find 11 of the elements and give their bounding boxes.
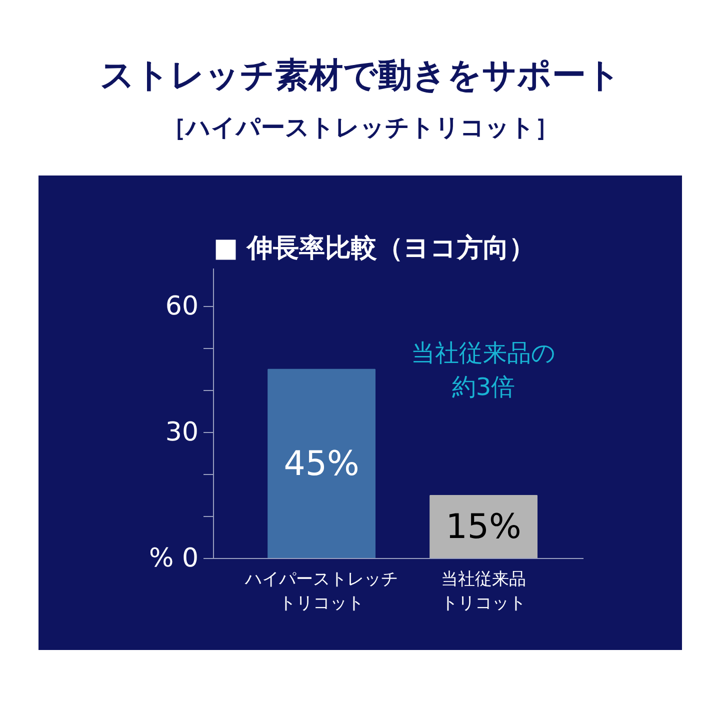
x-tick-label: 当社従来品トリコット (441, 570, 526, 614)
x-tick-label: ハイパーストレッチトリコット (244, 570, 398, 614)
y-tick-label: 30 (165, 417, 199, 448)
annotation: 当社従来品の約3倍 (411, 339, 556, 401)
data-label: 15% (446, 506, 522, 547)
text: ■ 伸長率比較（ヨコ方向） (214, 234, 536, 264)
y-tick-label: % 0 (148, 544, 199, 574)
chart-title: ストレッチ素材で動きをサポート (100, 56, 621, 96)
data-label: 45% (284, 444, 360, 484)
chart-subtitle: ［ハイパーストレッチトリコット］ (162, 114, 559, 142)
y-tick-label: 60 (165, 291, 199, 322)
